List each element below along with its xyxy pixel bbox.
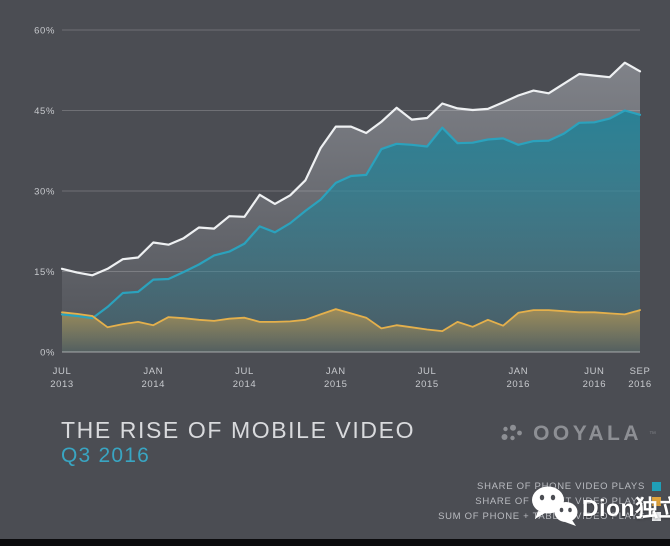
bottom-black-bar: [0, 539, 670, 546]
chart-subtitle: Q3 2016: [61, 444, 150, 467]
svg-text:2014: 2014: [233, 379, 257, 390]
svg-text:JAN: JAN: [508, 366, 528, 377]
wechat-icon: [532, 486, 578, 526]
phone-line: [60, 109, 642, 320]
svg-text:2015: 2015: [324, 379, 348, 390]
tablet-color-swatch: [652, 496, 661, 506]
phone-area: [62, 110, 640, 352]
x-axis-labels: JUL 2013 JAN 2014 JUL 2014 JAN 2015 JUL 2015 JAN 20…: [50, 366, 652, 390]
legend-item-phone: SHARE OF PHONE VIDEO PLAYS: [477, 480, 661, 492]
svg-text:JUL: JUL: [418, 366, 437, 377]
ooyala-wordmark: OOYALA: [533, 422, 642, 445]
svg-text:JUL: JUL: [53, 366, 72, 377]
svg-text:45%: 45%: [34, 106, 55, 117]
watermark: Dion独立站: [531, 485, 670, 527]
svg-text:2014: 2014: [141, 379, 165, 390]
ooyala-dots-icon: [501, 424, 522, 441]
trademark-symbol: ™: [649, 430, 656, 438]
svg-text:0%: 0%: [40, 348, 55, 359]
svg-text:2013: 2013: [50, 379, 74, 390]
sum-color-swatch: [652, 511, 661, 521]
svg-text:15%: 15%: [34, 267, 55, 278]
svg-text:JAN: JAN: [143, 366, 163, 377]
svg-text:JUL: JUL: [235, 366, 254, 377]
chart-title: THE RISE OF MOBILE VIDEO: [61, 417, 416, 443]
svg-text:2016: 2016: [628, 379, 652, 390]
svg-text:30%: 30%: [34, 187, 55, 198]
series-areas: [62, 62, 640, 352]
svg-text:2015: 2015: [415, 379, 439, 390]
ooyala-logo: OOYALA ™: [500, 422, 656, 446]
svg-text:JUN: JUN: [584, 366, 604, 377]
mobile-video-area-chart: 0% 15% 30% 45% 60% JUL 2013 JAN 2014 JUL 2014 JAN 20…: [34, 26, 652, 391]
tablet-line: [61, 308, 641, 333]
y-axis-labels: 0% 15% 30% 45% 60%: [34, 26, 55, 359]
svg-text:60%: 60%: [34, 26, 55, 37]
phone-color-swatch: [652, 481, 661, 491]
legend-item-sum: SUM OF PHONE + TABLET VIDEO PLAYS: [438, 510, 661, 522]
legend-label: SHARE OF PHONE VIDEO PLAYS: [477, 480, 645, 492]
watermark-text: Dion独立站: [582, 495, 670, 521]
legend-label: SUM OF PHONE + TABLET VIDEO PLAYS: [438, 510, 645, 522]
svg-text:JAN: JAN: [326, 366, 346, 377]
sum-line: [60, 61, 642, 277]
svg-text:SEP: SEP: [630, 366, 651, 377]
svg-text:2016: 2016: [583, 379, 607, 390]
tablet-area: [62, 309, 640, 352]
svg-text:2016: 2016: [507, 379, 531, 390]
series-lines: [60, 61, 642, 333]
